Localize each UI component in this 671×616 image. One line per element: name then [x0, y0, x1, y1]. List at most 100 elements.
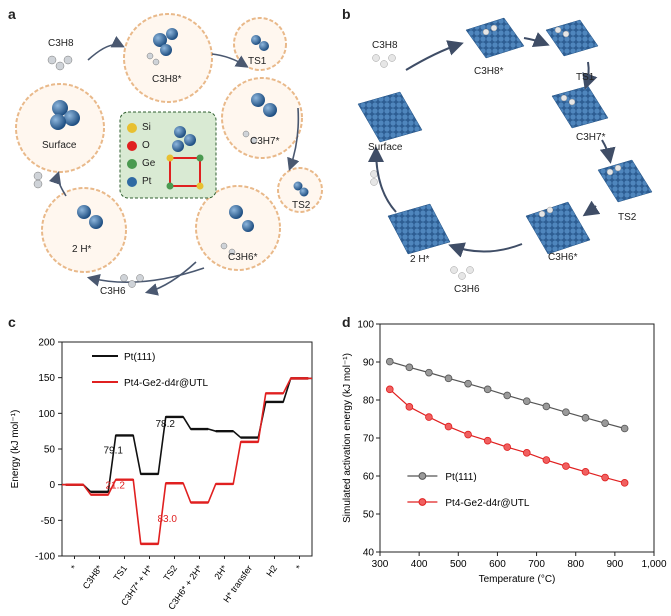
- legend-marker-d: [418, 498, 427, 506]
- annotation-c: 78.2: [156, 419, 176, 430]
- data-point-d: [601, 419, 609, 427]
- panel-label-c: c: [8, 314, 16, 330]
- data-point-d: [542, 402, 551, 411]
- ytick-label-c: 0: [49, 480, 55, 491]
- b-product: C3H6: [454, 284, 480, 295]
- data-point-d: [503, 443, 512, 451]
- arrow-b-7: [368, 146, 397, 213]
- xtick-label-d: 900: [607, 559, 624, 570]
- panel-label-a: a: [8, 6, 16, 22]
- arrow-a-6: [48, 170, 67, 197]
- annotation-c: 79.1: [104, 445, 124, 456]
- ytick-label-d: 60: [363, 472, 375, 483]
- data-point-d: [503, 391, 512, 400]
- a-state-c3h8: C3H8*: [152, 74, 182, 85]
- b-state-c3h7: C3H7*: [576, 132, 606, 143]
- ytick-label-c: 150: [38, 373, 55, 384]
- arrow-b-4: [599, 139, 616, 164]
- panel-label-b: b: [342, 6, 351, 22]
- ylabel-d: Simulated activation energy (kJ mol⁻¹): [342, 353, 353, 523]
- slab-c3h7: [551, 85, 609, 129]
- data-point-d: [601, 473, 609, 482]
- ring-c3h6: [195, 185, 281, 271]
- arrow-a-4: [86, 267, 205, 287]
- xtick-label-c: C3H8*: [81, 563, 105, 591]
- ytick-label-d: 100: [357, 320, 374, 331]
- data-point-d: [581, 468, 590, 476]
- ytick-label-d: 80: [363, 396, 375, 407]
- b-state-ts2: TS2: [618, 212, 637, 223]
- arrow-a-3: [287, 107, 300, 172]
- xtick-label-d: 400: [411, 559, 428, 570]
- data-point-d: [425, 368, 433, 377]
- xtick-label-c: TS2: [161, 563, 179, 582]
- xtick-label-d: 800: [567, 559, 584, 570]
- ytick-label-c: -100: [35, 552, 55, 563]
- slab-c3h8: [465, 17, 525, 59]
- slab-ts1: [545, 19, 599, 57]
- xtick-label-c: 2H*: [212, 563, 229, 581]
- data-point-d: [483, 385, 492, 394]
- legend-pt: Pt: [142, 176, 152, 187]
- arrow-b-3: [582, 61, 598, 90]
- data-point-d: [522, 449, 531, 457]
- data-point-d: [385, 385, 394, 394]
- ylabel-c: Energy (kJ mol⁻¹): [10, 410, 21, 489]
- legend-label-d: Pt4-Ge2-d4r@UTL: [445, 498, 530, 509]
- xtick-label-d: 600: [489, 559, 506, 570]
- data-point-d: [405, 403, 414, 411]
- data-point-d: [405, 363, 414, 372]
- plot-frame-d: [379, 323, 655, 553]
- ring-c3h8-ads: [123, 13, 213, 103]
- annotation-c: 21.2: [106, 481, 126, 492]
- data-point-d: [444, 422, 453, 431]
- b-state-2h: 2 H*: [410, 254, 430, 265]
- a-state-ts1: TS1: [248, 56, 267, 67]
- slab-surface: [357, 91, 423, 143]
- data-point-d: [620, 479, 629, 487]
- a-state-2h: 2 H*: [72, 244, 92, 255]
- data-point-d: [425, 413, 433, 421]
- xtick-label-c: H2: [264, 563, 279, 578]
- xtick-label-d: 500: [450, 559, 467, 570]
- chart-activation-energy: 40 50 60 70 80 90 100 300 400 500 600 700 800 900 1,00…: [342, 320, 667, 586]
- arrow-b-5: [582, 200, 601, 217]
- data-point-d: [542, 456, 551, 464]
- plot-frame-c: [61, 341, 313, 557]
- data-point-d: [385, 357, 394, 366]
- legend-label-c: Pt(111): [124, 352, 155, 363]
- ytick-label-d: 50: [363, 510, 375, 521]
- data-point-d: [581, 414, 590, 422]
- b-state-c3h6: C3H6*: [548, 252, 578, 263]
- ytick-label-c: 50: [44, 445, 56, 456]
- data-point-d: [464, 430, 472, 439]
- slab-c3h6: [525, 201, 591, 255]
- arrow-a-2: [211, 53, 249, 68]
- xtick-label-c: *: [69, 563, 79, 572]
- ytick-label-c: 200: [38, 338, 55, 349]
- ytick-label-d: 40: [363, 548, 375, 559]
- legend-label-d: Pt(111): [445, 472, 476, 483]
- series-line-d-1: [389, 388, 625, 484]
- a-state-surface: Surface: [42, 140, 77, 151]
- xtick-label-c: *: [294, 563, 304, 572]
- data-point-d: [620, 424, 629, 433]
- ring-c3h7: [221, 77, 303, 159]
- legend-box: [119, 111, 217, 199]
- arrow-b-6: [448, 242, 523, 258]
- a-state-c3h7: C3H7*: [250, 136, 280, 147]
- data-point-d: [522, 397, 531, 405]
- legend-dots: [127, 123, 137, 187]
- legend-ge: Ge: [142, 158, 156, 169]
- data-point-d: [464, 379, 472, 388]
- ytick-label-d: 70: [363, 434, 375, 445]
- xtick-label-d: 1,000: [641, 559, 666, 570]
- slab-ts2: [597, 159, 653, 203]
- b-state-ts1: TS1: [576, 72, 595, 83]
- b-state-c3h8: C3H8*: [474, 66, 504, 77]
- series-line-c-1: [62, 377, 312, 545]
- panel-b-cycle: [357, 17, 653, 280]
- a-state-ts2: TS2: [292, 200, 311, 211]
- data-point-d: [562, 462, 570, 470]
